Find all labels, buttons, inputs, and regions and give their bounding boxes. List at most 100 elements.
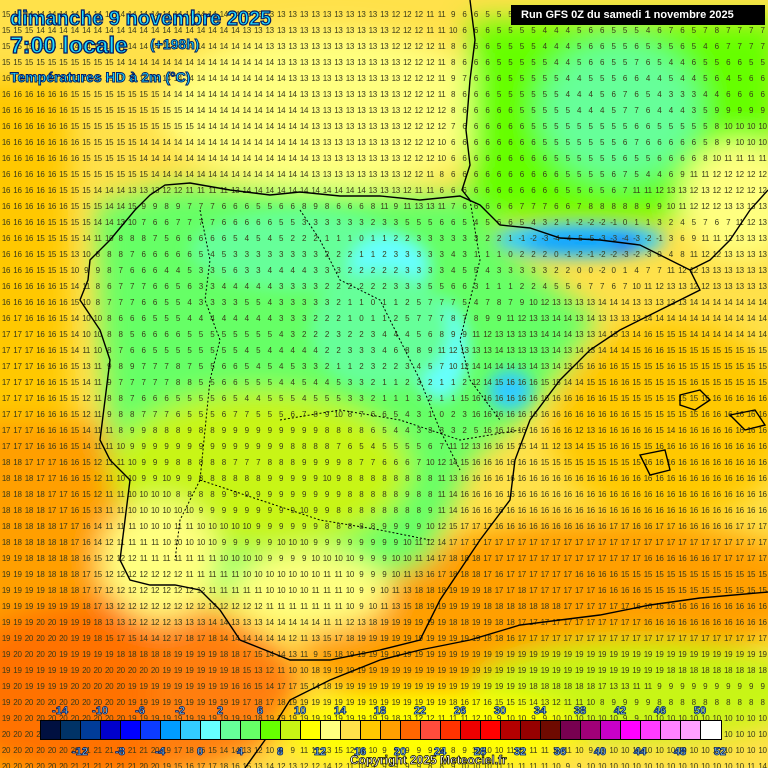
grid-value: 14 — [206, 171, 218, 179]
grid-value: 4 — [252, 363, 264, 371]
grid-value: 11 — [92, 235, 104, 243]
grid-value: 2 — [344, 251, 356, 259]
grid-value: 5 — [550, 91, 562, 99]
grid-value: 16 — [46, 347, 58, 355]
grid-value: 15 — [665, 331, 677, 339]
grid-value: 10 — [80, 315, 92, 323]
grid-value: 13 — [539, 347, 551, 355]
grid-value: 4 — [585, 107, 597, 115]
grid-value: 16 — [665, 363, 677, 371]
grid-value: 13 — [321, 27, 333, 35]
grid-value: 7 — [516, 203, 528, 211]
grid-value: 11 — [183, 187, 195, 195]
grid-value: 7 — [722, 27, 734, 35]
grid-value: 3 — [309, 219, 321, 227]
grid-value: 14 — [92, 43, 104, 51]
grid-value: 9 — [481, 315, 493, 323]
grid-value: 15 — [688, 363, 700, 371]
grid-value: 13 — [722, 251, 734, 259]
grid-value: 5 — [539, 91, 551, 99]
grid-value: 13 — [378, 107, 390, 115]
grid-value: 6 — [424, 331, 436, 339]
grid-value: 5 — [218, 267, 230, 275]
grid-value: -2 — [585, 219, 597, 227]
grid-value: 13 — [527, 347, 539, 355]
grid-value: 6 — [470, 91, 482, 99]
grid-value: 13 — [367, 123, 379, 131]
grid-value: 13 — [309, 27, 321, 35]
grid-value: 3 — [309, 251, 321, 259]
grid-value: 14 — [745, 315, 757, 323]
grid-value: 5 — [642, 43, 654, 51]
grid-value: 16 — [46, 91, 58, 99]
grid-value: 14 — [287, 139, 299, 147]
grid-value: 16 — [11, 139, 23, 147]
grid-value: 15 — [149, 107, 161, 115]
grid-value: 14 — [206, 123, 218, 131]
grid-value: 3 — [413, 267, 425, 275]
grid-value: 6 — [550, 203, 562, 211]
grid-value: 4 — [275, 267, 287, 275]
grid-value: -3 — [608, 235, 620, 243]
grid-value: 13 — [309, 59, 321, 67]
grid-value: 4 — [195, 315, 207, 323]
grid-value: 6 — [447, 171, 459, 179]
grid-value: 2 — [309, 315, 321, 323]
grid-value: 15 — [138, 75, 150, 83]
grid-value: 8 — [711, 123, 723, 131]
grid-value: 3 — [344, 347, 356, 355]
grid-value: 8 — [103, 347, 115, 355]
grid-value: 13 — [298, 27, 310, 35]
grid-value: 3 — [241, 251, 253, 259]
grid-value: 15 — [57, 75, 69, 83]
grid-value: 13 — [550, 299, 562, 307]
grid-value: 1 — [355, 299, 367, 307]
grid-value: 7 — [436, 315, 448, 323]
grid-value: 16 — [23, 251, 35, 259]
grid-value: 13 — [573, 331, 585, 339]
grid-value: 5 — [527, 91, 539, 99]
grid-value: 8 — [103, 251, 115, 259]
grid-value: 5 — [630, 171, 642, 179]
grid-value: 13 — [757, 251, 768, 259]
grid-value: 5 — [642, 91, 654, 99]
grid-value: 5 — [516, 75, 528, 83]
grid-value: 14 — [229, 155, 241, 163]
grid-value: 14 — [206, 107, 218, 115]
grid-value: 14 — [229, 123, 241, 131]
grid-value: 16 — [34, 219, 46, 227]
grid-value: 12 — [413, 75, 425, 83]
grid-value: 13 — [390, 91, 402, 99]
grid-value: 17 — [11, 379, 23, 387]
grid-value: 2 — [287, 235, 299, 243]
grid-value: 1 — [504, 283, 516, 291]
grid-value: 14 — [160, 43, 172, 51]
grid-value: 5 — [504, 91, 516, 99]
grid-value: 13 — [585, 347, 597, 355]
grid-value: 13 — [757, 235, 768, 243]
grid-value: 6 — [585, 27, 597, 35]
grid-value: 14 — [160, 59, 172, 67]
grid-value: 5 — [653, 59, 665, 67]
grid-value: 4 — [298, 347, 310, 355]
grid-value: 13 — [562, 363, 574, 371]
grid-value: 7 — [149, 363, 161, 371]
legend-swatch — [541, 721, 561, 739]
grid-value: 6 — [160, 331, 172, 339]
grid-value: 4 — [722, 75, 734, 83]
grid-value: 5 — [562, 139, 574, 147]
grid-value: 14 — [34, 11, 46, 19]
grid-value: 6 — [493, 107, 505, 115]
grid-value: 9 — [722, 139, 734, 147]
grid-value: 14 — [252, 187, 264, 195]
grid-value: 2 — [390, 315, 402, 323]
grid-value: 8 — [115, 251, 127, 259]
grid-value: 3 — [527, 267, 539, 275]
grid-value: 16 — [642, 331, 654, 339]
grid-value: 5 — [734, 75, 746, 83]
grid-value: 12 — [390, 27, 402, 35]
grid-value: 14 — [149, 155, 161, 163]
grid-value: 13 — [275, 11, 287, 19]
grid-value: 5 — [241, 331, 253, 339]
